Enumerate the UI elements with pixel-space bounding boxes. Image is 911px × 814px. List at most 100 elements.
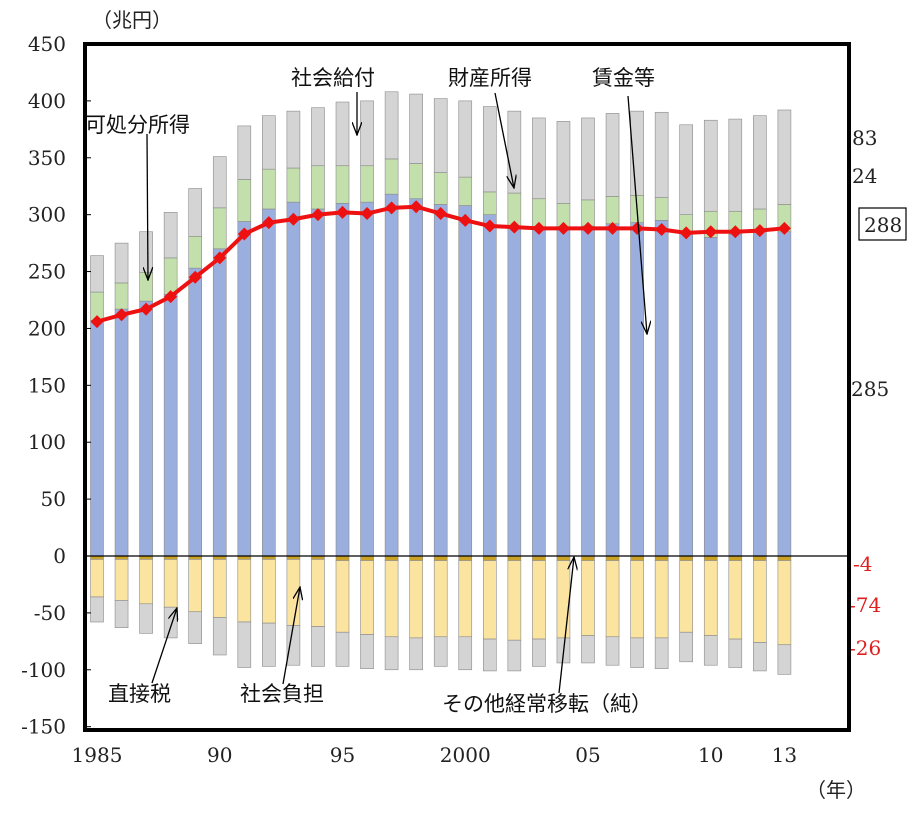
bar-segment	[679, 631, 694, 663]
y-tick-label: 50	[41, 487, 66, 511]
annotation-label: 可処分所得	[85, 113, 190, 137]
bar-segment	[237, 125, 252, 180]
x-tick-label: 05	[575, 743, 600, 767]
bar-segment	[507, 110, 522, 194]
right-value-label: 83	[852, 126, 877, 150]
annotation-arrow	[151, 608, 177, 684]
bar-segment	[728, 638, 743, 668]
disposable-income-marker	[409, 200, 423, 214]
annotation-label: 賃金等	[592, 66, 655, 90]
bar-segment	[384, 555, 399, 561]
bar-segment	[286, 559, 301, 626]
disposable-income-marker	[311, 208, 325, 222]
y-tick-label: 200	[28, 316, 66, 340]
bar-segment	[360, 634, 374, 669]
bar-segment	[114, 600, 129, 628]
disposable-income-marker	[556, 221, 570, 235]
disposable-income-marker	[164, 290, 178, 304]
bar-segment	[286, 201, 301, 557]
bar-segment	[311, 107, 325, 167]
bar-segment	[212, 248, 227, 557]
disposable-income-marker	[360, 207, 374, 221]
bar-segment	[458, 560, 473, 638]
disposable-income-marker	[630, 221, 644, 235]
bar-segment	[507, 555, 522, 561]
bar-segment	[286, 167, 301, 203]
bar-segment	[753, 231, 767, 557]
bar-segment	[654, 220, 669, 557]
x-tick-label: 10	[698, 743, 723, 767]
bar-segment	[409, 93, 423, 164]
bar-segment	[433, 560, 448, 638]
disposable-income-marker	[262, 216, 276, 230]
annotation-label: 直接税	[108, 682, 171, 706]
bar-segment	[654, 560, 669, 639]
bar-segment	[728, 118, 743, 212]
annotation-label: その他経常移転（純）	[442, 692, 652, 716]
annotation-arrow	[282, 587, 300, 685]
bar-segment	[188, 188, 202, 237]
bar-segment	[433, 636, 448, 667]
bar-segment	[679, 555, 694, 561]
bar-segment	[556, 555, 571, 561]
annotation-label: 社会負担	[240, 682, 324, 706]
bar-segment	[581, 225, 595, 557]
bar-segment	[556, 229, 571, 557]
bar-segment	[188, 559, 202, 613]
y-axis: 450 400 350 300 250 200 150 100 50 0 -50 -100 -150	[21, 32, 91, 739]
bar-segment	[703, 555, 718, 561]
bar-segment	[605, 113, 620, 197]
y-tick-label: 400	[28, 89, 66, 113]
disposable-income-marker	[336, 205, 349, 219]
bar-segment	[605, 196, 620, 225]
bar-segment	[188, 267, 202, 557]
bar-segment	[679, 124, 694, 215]
bar-segment	[581, 117, 595, 201]
bar-segment	[532, 228, 546, 557]
y-tick-label: -150	[21, 715, 66, 739]
right-value-label: -4	[853, 552, 872, 576]
disposable-income-marker	[213, 251, 227, 265]
annotation-bg	[439, 689, 655, 717]
bar-segment	[458, 555, 473, 561]
disposable-income-marker	[385, 201, 399, 215]
bar-segment	[163, 559, 178, 608]
disposable-income-marker	[188, 270, 202, 284]
x-tick-label: 1985	[72, 743, 123, 767]
bar-segment	[433, 204, 448, 557]
annotation-bg	[237, 679, 327, 707]
bar-segment	[482, 106, 497, 193]
bar-segment	[163, 257, 178, 295]
x-tick-label: 95	[330, 743, 355, 767]
disposable-income-marker	[753, 224, 767, 238]
bar-segment	[532, 555, 546, 561]
bar-segment	[482, 555, 497, 561]
right-value-label: -74	[849, 593, 881, 617]
bar-segment	[605, 555, 620, 561]
annotation-bg	[105, 679, 174, 707]
annotation-bg	[589, 63, 658, 91]
bar-segment	[605, 560, 620, 638]
disposable-income-marker	[458, 213, 472, 227]
bar-segment	[679, 232, 694, 557]
bar-segment	[212, 617, 227, 656]
bar-segment	[409, 163, 423, 200]
bar-segment	[777, 560, 792, 646]
y-tick-label: 300	[28, 203, 66, 227]
bar-segment	[728, 233, 743, 557]
bar-segment	[630, 637, 644, 668]
bar-segment	[458, 176, 473, 206]
bar-segment	[114, 308, 129, 557]
bar-segment	[139, 559, 153, 605]
annotation-arrow	[494, 92, 514, 188]
bar-segment	[433, 98, 448, 173]
disposable-income-marker	[581, 221, 595, 235]
disposable-income-marker	[115, 308, 129, 322]
bar-segment	[458, 100, 473, 178]
bar-segment	[311, 626, 325, 667]
bar-segment	[630, 555, 644, 561]
bar-segment	[728, 560, 743, 640]
bar-segment	[212, 207, 227, 250]
bar-segment	[777, 555, 792, 561]
